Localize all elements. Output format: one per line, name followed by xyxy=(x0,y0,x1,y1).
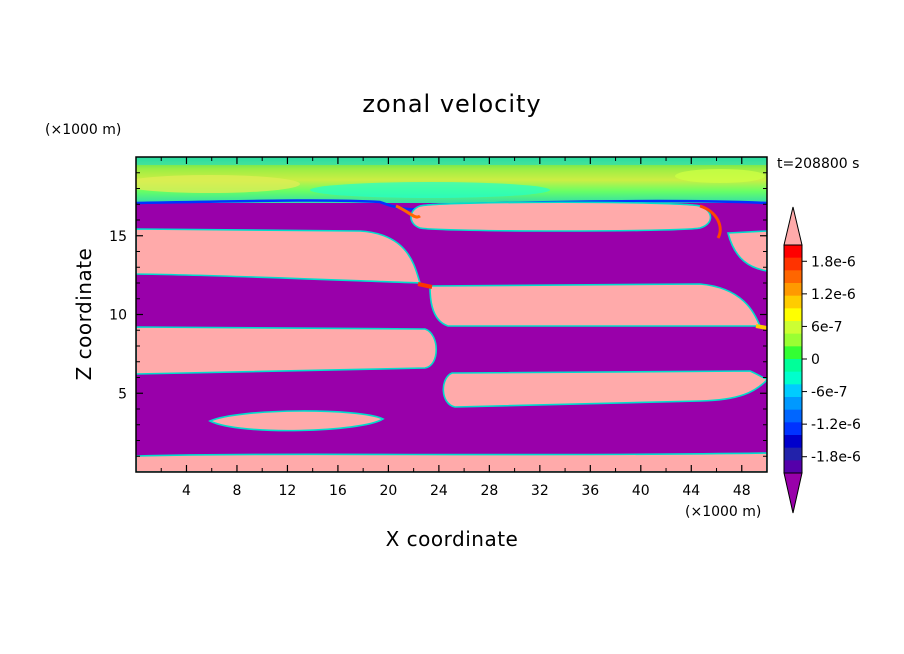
chart-title: zonal velocity xyxy=(362,90,541,118)
x-tick-label: 32 xyxy=(531,483,549,499)
saddle-accent-right xyxy=(699,204,722,239)
top-layer-yellow-patch xyxy=(136,175,300,193)
colorbar-swatch xyxy=(784,295,802,309)
colorbar-swatch xyxy=(784,321,802,335)
y-axis-ticks: 5 10 15 xyxy=(109,172,767,457)
positive-regions xyxy=(136,201,767,472)
saddle-accents xyxy=(395,204,767,330)
top-layer-cyan-strip xyxy=(136,157,767,165)
colorbar-swatch xyxy=(784,435,802,449)
x-tick-label: 40 xyxy=(632,483,650,499)
positive-region-right-edge xyxy=(726,230,767,272)
x-tick-label: 20 xyxy=(379,483,397,499)
top-layer xyxy=(136,157,767,211)
colorbar-swatch xyxy=(784,359,802,373)
x-tick-label: 36 xyxy=(581,483,599,499)
top-layer-cyan-patch xyxy=(310,182,550,198)
colorbar-label: -1.2e-6 xyxy=(811,417,861,433)
saddle-accent-center xyxy=(417,282,433,289)
colorbar-label: 1.8e-6 xyxy=(811,254,856,270)
colorbar-swatch xyxy=(784,308,802,322)
colorbar-swatch xyxy=(784,447,802,461)
colorbar-swatch xyxy=(784,346,802,360)
z-unit-label: (×1000 m) xyxy=(45,122,121,138)
positive-region-small-lens xyxy=(208,410,385,432)
colorbar-swatch xyxy=(784,283,802,297)
saddle-accent-edge xyxy=(755,324,767,330)
colorbar-swatch xyxy=(784,257,802,271)
colorbar-swatch xyxy=(784,270,802,284)
x-tick-label: 12 xyxy=(279,483,297,499)
colorbar-label: 0 xyxy=(811,352,820,368)
colorbar-over-arrow xyxy=(783,206,803,246)
colorbar-label: 1.2e-6 xyxy=(811,287,856,303)
x-tick-label: 16 xyxy=(329,483,347,499)
colorbar-label: -6e-7 xyxy=(811,385,848,401)
colorbar-swatch xyxy=(784,460,802,474)
positive-region-upper-right xyxy=(410,201,712,232)
x-tick-label: 4 xyxy=(182,483,191,499)
colorbar-label: 6e-7 xyxy=(811,319,842,335)
top-layer-yellow-patch-right xyxy=(675,169,765,183)
x-tick-label: 48 xyxy=(733,483,751,499)
colorbar-swatch xyxy=(784,371,802,385)
colorbar: 1.8e-6 1.2e-6 6e-7 0 -6e-7 -1.2e-6 -1.8e-6 xyxy=(783,206,861,514)
y-tick-label: 5 xyxy=(118,386,127,402)
y-tick-label: 15 xyxy=(109,229,127,245)
positive-region-upper-left xyxy=(136,228,422,284)
colorbar-swatch xyxy=(784,384,802,398)
positive-region-lower-right xyxy=(442,370,767,408)
colorbar-swatch xyxy=(784,333,802,347)
colorbar-label: -1.8e-6 xyxy=(811,450,861,466)
positive-region-bottom-strip xyxy=(136,452,767,472)
colorbar-under-arrow xyxy=(783,472,803,514)
x-tick-label: 44 xyxy=(682,483,700,499)
y-tick-label: 10 xyxy=(109,308,127,324)
colorbar-swatch xyxy=(784,245,802,259)
saddle-accent-upper xyxy=(395,204,421,219)
plot-area xyxy=(136,157,767,472)
x-tick-label: 8 xyxy=(232,483,241,499)
colorbar-swatch xyxy=(784,422,802,436)
x-axis-label: X coordinate xyxy=(386,527,519,551)
y-axis-label: Z coordinate xyxy=(72,248,96,381)
x-tick-label: 28 xyxy=(480,483,498,499)
x-unit-label: (×1000 m) xyxy=(685,504,761,520)
colorbar-swatch xyxy=(784,397,802,411)
x-axis-ticks: 4 8 12 16 20 24 28 32 36 40 44 48 xyxy=(160,157,751,499)
time-label: t=208800 s xyxy=(777,156,859,172)
x-tick-label: 24 xyxy=(430,483,448,499)
colorbar-swatch xyxy=(784,409,802,423)
positive-region-middle-left xyxy=(136,326,438,375)
positive-region-middle-right xyxy=(429,283,762,327)
